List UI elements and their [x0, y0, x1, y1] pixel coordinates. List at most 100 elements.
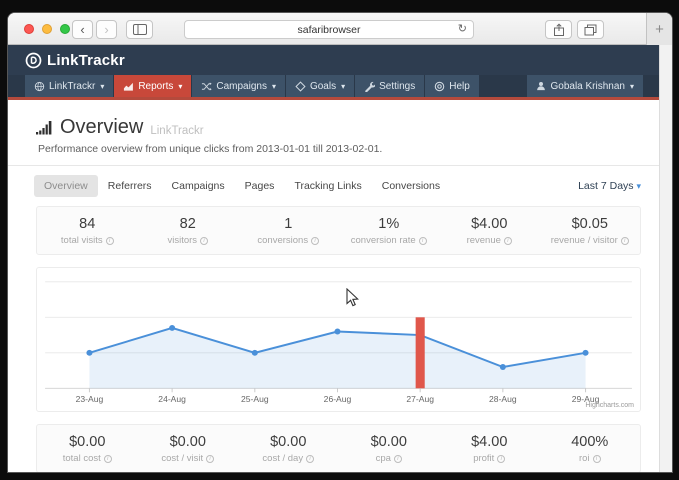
nav-item-goals[interactable]: Goals ▾	[285, 75, 355, 97]
share-button[interactable]	[545, 20, 572, 39]
sidebar-button[interactable]	[126, 20, 153, 39]
date-range-label: Last 7 Days	[578, 180, 634, 192]
info-icon[interactable]: i	[306, 454, 315, 463]
main-navigation: LinkTrackr ▾ Reports ▾ Campaigns	[8, 75, 659, 97]
info-icon[interactable]: i	[200, 236, 209, 245]
nav-item-reports[interactable]: Reports ▾	[114, 75, 192, 97]
stat-profit: $4.00 profit i	[439, 434, 540, 464]
line-chart-plot: 23-Aug 24-Aug 25-Aug 26-Aug 27-Aug 28-Aug 29-A…	[45, 281, 632, 404]
svg-text:25-Aug: 25-Aug	[241, 394, 269, 404]
stat-label: conversion rate	[350, 235, 416, 246]
help-lifering-icon	[434, 81, 445, 91]
stat-value: $0.05	[571, 216, 608, 232]
page-subtitle: Performance overview from unique clicks …	[38, 143, 383, 155]
stat-label: total cost	[62, 453, 101, 464]
info-icon[interactable]: i	[105, 236, 114, 245]
stat-total-cost: $0.00 total cost i	[37, 434, 138, 464]
caret-down-icon: ▾	[271, 81, 276, 91]
address-bar[interactable]: safaribrowser ↻	[184, 20, 474, 39]
tab-tracking-links[interactable]: Tracking Links	[294, 180, 362, 192]
stat-value: 400%	[571, 434, 609, 450]
chart-credit[interactable]: Highcharts.com	[585, 402, 634, 409]
tab-pages[interactable]: Pages	[244, 180, 275, 192]
caret-down-icon: ▾	[100, 81, 105, 91]
user-menu[interactable]: Gobala Krishnan ▾	[527, 75, 643, 97]
stat-label: cost / visit	[161, 453, 204, 464]
stat-roi: 400% roi i	[540, 434, 641, 464]
stat-cpa: $0.00 cpa i	[339, 434, 440, 464]
svg-text:24-Aug: 24-Aug	[158, 394, 186, 404]
user-icon	[537, 82, 546, 91]
stat-value: 1%	[378, 216, 400, 232]
info-icon[interactable]: i	[503, 236, 512, 245]
share-icon	[553, 22, 564, 36]
overview-bars-icon	[36, 120, 52, 134]
app-logo-text: LinkTrackr	[47, 51, 125, 69]
new-tab-button[interactable]: +	[646, 13, 672, 45]
tab-campaigns[interactable]: Campaigns	[171, 180, 225, 192]
nav-item-linktrackr[interactable]: LinkTrackr ▾	[25, 75, 114, 97]
stat-label: total visits	[60, 235, 103, 246]
page-header: Overview LinkTrackr Performance overview…	[8, 100, 659, 166]
stat-conversions: 1 conversions i	[238, 216, 339, 246]
stat-conversion-rate: 1% conversion rate i	[339, 216, 440, 246]
address-bar-text: safaribrowser	[297, 23, 361, 36]
tab-overview[interactable]: Overview	[34, 175, 98, 197]
stat-cost-per-day: $0.00 cost / day i	[238, 434, 339, 464]
svg-text:28-Aug: 28-Aug	[489, 394, 517, 404]
back-button[interactable]: ‹	[72, 20, 93, 39]
stat-label: visitors	[167, 235, 198, 246]
linktrackr-logo-icon	[25, 52, 42, 68]
nav-label: Goals	[309, 80, 337, 92]
stat-label: cost / day	[262, 453, 304, 464]
goal-diamond-icon	[295, 80, 306, 92]
stat-label: roi	[578, 453, 590, 464]
browser-window: ‹ › safaribrowser ↻ +	[8, 13, 672, 472]
reload-icon[interactable]: ↻	[457, 23, 467, 35]
stat-value: $0.00	[370, 434, 407, 450]
zoom-window-icon[interactable]	[60, 24, 70, 34]
info-icon[interactable]: i	[393, 454, 402, 463]
stat-revenue-per-visitor: $0.05 revenue / visitor i	[540, 216, 641, 246]
minimize-window-icon[interactable]	[42, 24, 52, 34]
info-icon[interactable]: i	[103, 454, 112, 463]
sidebar-icon	[132, 24, 147, 35]
shuffle-icon	[202, 81, 212, 91]
app-header: LinkTrackr	[8, 45, 659, 75]
stats-row-top: 84 total visits i 82 visitors i 1 conversi…	[36, 206, 641, 255]
close-window-icon[interactable]	[24, 24, 34, 34]
info-icon[interactable]: i	[206, 454, 215, 463]
stat-value: $4.00	[471, 216, 508, 232]
nav-item-campaigns[interactable]: Campaigns ▾	[192, 75, 285, 97]
vertical-scrollbar[interactable]	[659, 45, 672, 472]
info-icon[interactable]: i	[497, 454, 506, 463]
nav-accent-line	[8, 97, 659, 100]
reports-chart-icon	[124, 82, 134, 91]
stat-label: conversions	[257, 235, 309, 246]
stat-revenue: $4.00 revenue i	[439, 216, 540, 246]
forward-button[interactable]: ›	[96, 20, 117, 39]
window-controls	[24, 24, 70, 34]
info-icon[interactable]: i	[311, 236, 320, 245]
linktrackr-page: LinkTrackr LinkTrackr ▾ Reports ▾	[8, 45, 659, 472]
nav-item-help[interactable]: Help	[425, 75, 479, 97]
info-icon[interactable]: i	[418, 236, 427, 245]
nav-label: Settings	[379, 80, 416, 92]
stats-row-bottom: $0.00 total cost i $0.00 cost / visit i $0…	[36, 424, 641, 472]
tab-conversions[interactable]: Conversions	[381, 180, 441, 192]
stat-value: 1	[284, 216, 293, 232]
nav-label: Reports	[138, 80, 174, 92]
date-range-selector[interactable]: Last 7 Days ▾	[578, 180, 641, 192]
svg-text:23-Aug: 23-Aug	[76, 394, 104, 404]
stat-cost-per-visit: $0.00 cost / visit i	[138, 434, 239, 464]
stat-visitors: 82 visitors i	[138, 216, 239, 246]
nav-item-settings[interactable]: Settings	[355, 75, 425, 97]
stat-value: $4.00	[471, 434, 508, 450]
visits-chart[interactable]: 23-Aug 24-Aug 25-Aug 26-Aug 27-Aug 28-Aug 29-A…	[36, 267, 641, 412]
show-tabs-button[interactable]	[577, 20, 604, 39]
nav-label: Help	[449, 80, 470, 92]
stat-value: $0.00	[270, 434, 307, 450]
info-icon[interactable]: i	[592, 454, 601, 463]
tab-referrers[interactable]: Referrers	[107, 180, 152, 192]
info-icon[interactable]: i	[620, 236, 629, 245]
